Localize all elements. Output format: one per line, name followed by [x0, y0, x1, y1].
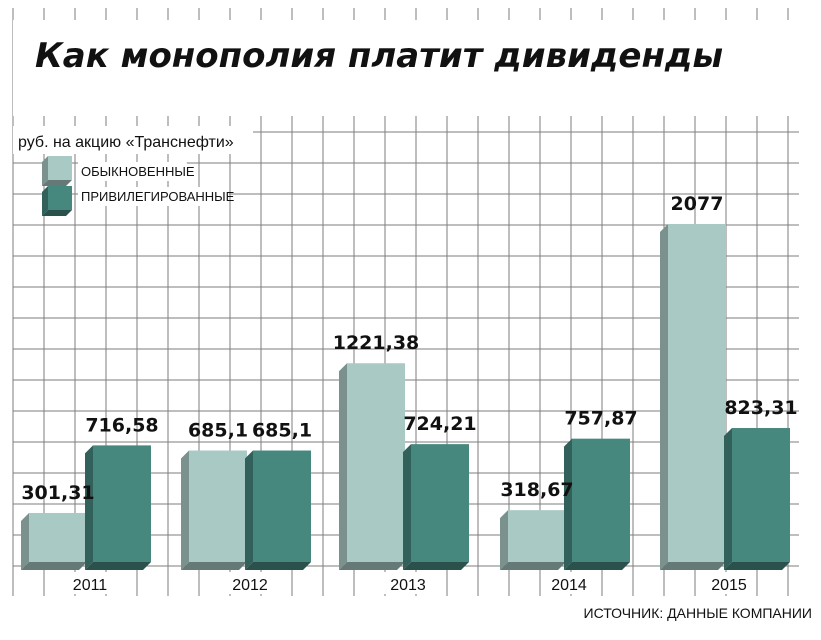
x-tick-label: 2011	[73, 577, 108, 594]
bar-face	[411, 444, 469, 562]
tick-label-backdrop	[543, 572, 595, 594]
x-tick-label: 2014	[551, 577, 587, 594]
bar-2012-common	[181, 450, 247, 570]
bars	[21, 224, 790, 570]
bar-2013-common	[339, 363, 405, 570]
value-label: 724,21	[403, 413, 476, 435]
bar-2014-common	[500, 510, 566, 570]
legend-swatch-base	[42, 210, 72, 216]
bar-side	[500, 510, 508, 570]
bar-2015-preferred	[724, 428, 790, 570]
bar-base	[564, 562, 630, 570]
bar-base	[724, 562, 790, 570]
bar-side	[245, 450, 253, 570]
value-label: 1221,38	[333, 332, 420, 354]
legend-label: ОБЫКНОВЕННЫЕ	[81, 164, 195, 179]
legend-label: ПРИВИЛЕГИРОВАННЫЕ	[81, 189, 235, 204]
bar-base	[181, 562, 247, 570]
bar-side	[339, 363, 347, 570]
bar-2013-preferred	[403, 444, 469, 570]
bar-face	[189, 450, 247, 562]
title-panel	[13, 20, 799, 116]
value-label: 823,31	[724, 397, 797, 419]
bar-face	[253, 450, 311, 562]
bar-side	[564, 438, 572, 570]
bar-base	[85, 562, 151, 570]
bar-face	[668, 224, 726, 562]
bar-side	[21, 512, 29, 570]
legend-swatch-side	[42, 186, 48, 216]
bar-base	[339, 562, 405, 570]
bar-2014-preferred	[564, 438, 630, 570]
value-label: 757,87	[564, 408, 637, 430]
legend-swatch	[48, 186, 72, 210]
bar-side	[724, 428, 732, 570]
bar-face	[29, 512, 87, 562]
value-label: 716,58	[85, 414, 158, 436]
bar-2015-common	[660, 224, 726, 570]
value-label: 685,1	[188, 420, 248, 442]
bar-base	[500, 562, 566, 570]
value-label: 685,1	[252, 420, 312, 442]
tick-label-backdrop	[703, 572, 755, 594]
bar-face	[732, 428, 790, 562]
bar-base	[245, 562, 311, 570]
x-tick-label: 2013	[390, 577, 426, 594]
chart-title: Как монополия платит дивиденды	[35, 36, 723, 76]
x-axis: 2011 2012 2013 2014 2015	[64, 572, 755, 594]
bar-2012-preferred	[245, 450, 311, 570]
bar-side	[403, 444, 411, 570]
bar-2011-preferred	[85, 445, 151, 570]
legend-text-backdrop	[78, 187, 229, 206]
bar-base	[21, 562, 87, 570]
legend-swatch-side	[42, 156, 48, 186]
bar-side	[85, 445, 93, 570]
tick-label-backdrop	[64, 572, 116, 594]
unit-label: руб. на акцию «Транснефти»	[18, 134, 234, 151]
legend-item-common: ОБЫКНОВЕННЫЕ	[42, 156, 195, 186]
source-note: ИСТОЧНИК: ДАННЫЕ КОМПАНИИ	[584, 605, 813, 621]
legend: ОБЫКНОВЕННЫЕ ПРИВИЛЕГИРОВАННЫЕ	[42, 156, 235, 216]
bar-side	[660, 224, 668, 570]
tick-label-backdrop	[224, 572, 276, 594]
source-backdrop	[600, 599, 816, 625]
bar-face	[347, 363, 405, 562]
legend-text-backdrop	[78, 162, 187, 181]
bar-face	[508, 510, 566, 562]
bar-base	[660, 562, 726, 570]
x-tick-label: 2012	[232, 577, 268, 594]
value-labels: 301,31 716,58 685,1 685,1 1221,38 724,21 318,6…	[21, 193, 797, 504]
x-tick-label: 2015	[711, 577, 747, 594]
bar-face	[93, 445, 151, 562]
unit-label-backdrop	[13, 126, 253, 154]
value-label: 301,31	[21, 482, 94, 504]
bar-base	[403, 562, 469, 570]
value-label: 2077	[671, 193, 724, 215]
bar-2011-common	[21, 512, 87, 570]
legend-item-preferred: ПРИВИЛЕГИРОВАННЫЕ	[42, 186, 235, 216]
legend-swatch	[48, 156, 72, 180]
bar-face	[572, 438, 630, 562]
legend-swatch-base	[42, 180, 72, 186]
value-label: 318,67	[500, 479, 573, 501]
bar-side	[181, 450, 189, 570]
tick-label-backdrop	[382, 572, 434, 594]
